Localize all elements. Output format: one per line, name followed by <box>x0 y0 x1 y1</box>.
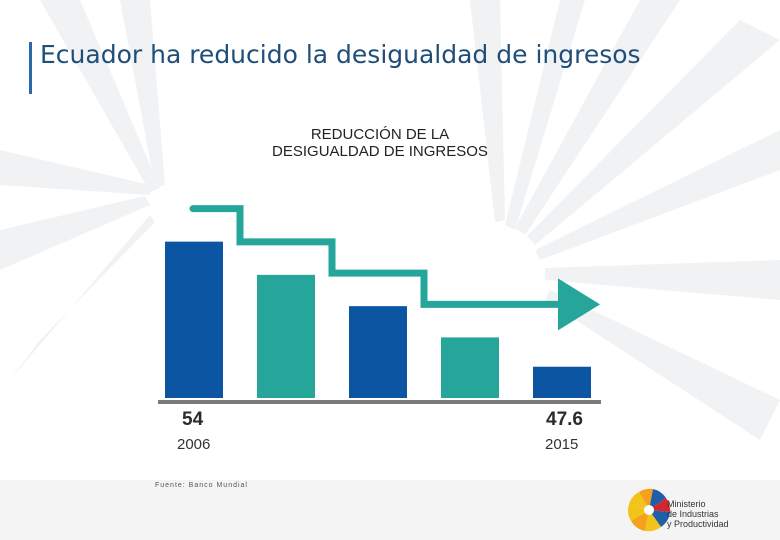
ministry-logo-text: Ministerio de Industrias y Productividad <box>667 499 729 529</box>
chart-title: REDUCCIÓN DE LA DESIGUALDAD DE INGRESOS <box>230 126 530 160</box>
title-accent-bar <box>29 42 32 94</box>
bar-3 <box>441 337 499 398</box>
trend-arrow-line <box>189 205 564 308</box>
bar-0 <box>165 241 223 398</box>
bar-1 <box>257 274 315 398</box>
ministry-logo-icon <box>628 488 671 532</box>
year-label-first: 2006 <box>177 436 211 453</box>
source-note: Fuente: Banco Mundial <box>155 482 248 489</box>
logo-line-3: y Productividad <box>667 519 729 529</box>
chart-title-line-1: REDUCCIÓN DE LA <box>310 126 450 143</box>
bar-2 <box>349 306 407 398</box>
logo-line-2: de Industrias <box>667 509 719 519</box>
year-label-last: 2015 <box>545 436 579 453</box>
data-label-last: 47.6 <box>546 409 583 430</box>
chart-title-line-2: DESIGUALDAD DE INGRESOS <box>272 143 488 160</box>
bar-4 <box>533 366 591 398</box>
trend-arrow-head <box>558 278 600 331</box>
page-title: Ecuador ha reducido la desigualdad de in… <box>40 40 641 69</box>
logo-line-1: Ministerio <box>667 499 706 509</box>
data-label-first: 54 <box>182 409 204 430</box>
chart-baseline <box>158 400 601 404</box>
